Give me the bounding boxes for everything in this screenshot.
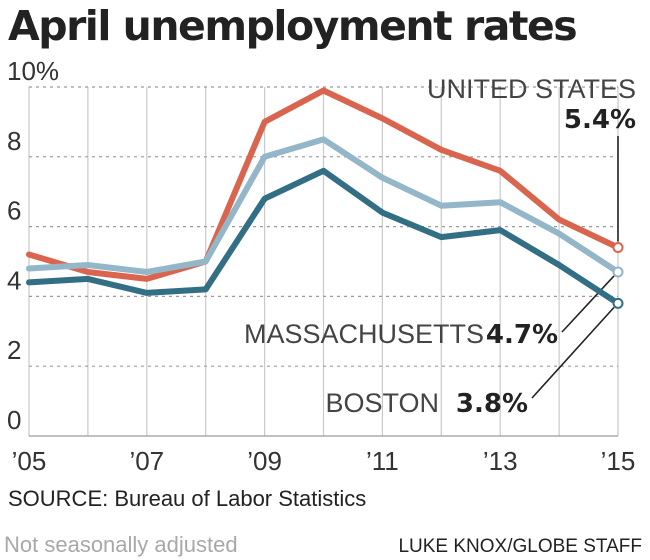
chart-title: April unemployment rates	[8, 2, 578, 50]
series-name-united-states: UNITED STATES	[427, 74, 636, 104]
series-end-marker-united-states	[612, 242, 624, 254]
x-tick-label: ’05	[12, 446, 47, 476]
x-tick-label: ’07	[129, 446, 164, 476]
y-tick-label: 10%	[7, 56, 59, 86]
series-value-massachusetts: 4.7%	[486, 320, 558, 350]
y-tick-label: 8	[7, 126, 21, 156]
label-leader-lines	[531, 136, 619, 399]
x-tick-label: ’13	[483, 446, 518, 476]
series-lines	[26, 87, 621, 307]
source-note: SOURCE: Bureau of Labor Statistics	[8, 486, 367, 511]
y-tick-label: 4	[7, 265, 21, 295]
y-tick-label: 6	[7, 196, 21, 226]
y-tick-label: 0	[7, 405, 21, 435]
x-tick-label: ’15	[601, 446, 636, 476]
leader-boston	[531, 306, 615, 399]
series-end-marker-massachusetts	[612, 266, 624, 278]
y-axis-tick-labels: 10% 8 6 4 2 0	[7, 56, 59, 435]
series-end-markers	[612, 242, 624, 309]
series-name-massachusetts: MASSACHUSETTS	[244, 319, 484, 349]
x-axis-tick-labels: ’05 ’07 ’09 ’11 ’13 ’15	[12, 446, 636, 476]
series-value-boston: 3.8%	[456, 389, 528, 419]
series-line-united-states	[26, 87, 621, 282]
leader-massachusetts	[561, 275, 615, 333]
series-line-massachusetts	[26, 136, 621, 275]
series-name-boston: BOSTON	[325, 388, 439, 418]
line-chart: 10% 8 6 4 2 0 ’05 ’07 ’09 ’11 ’13 ’15 UNITED STATE…	[7, 56, 636, 476]
adjustment-note: Not seasonally adjusted	[4, 532, 238, 557]
x-tick-label: ’09	[247, 446, 282, 476]
series-value-united-states: 5.4%	[564, 105, 636, 135]
series-line-boston	[26, 167, 621, 307]
y-tick-label: 2	[7, 335, 21, 365]
chart-grid	[28, 86, 619, 437]
x-tick-label: ’11	[366, 446, 399, 476]
series-end-marker-boston	[612, 297, 624, 309]
graphic-credit: LUKE KNOX/GLOBE STAFF	[398, 536, 642, 557]
